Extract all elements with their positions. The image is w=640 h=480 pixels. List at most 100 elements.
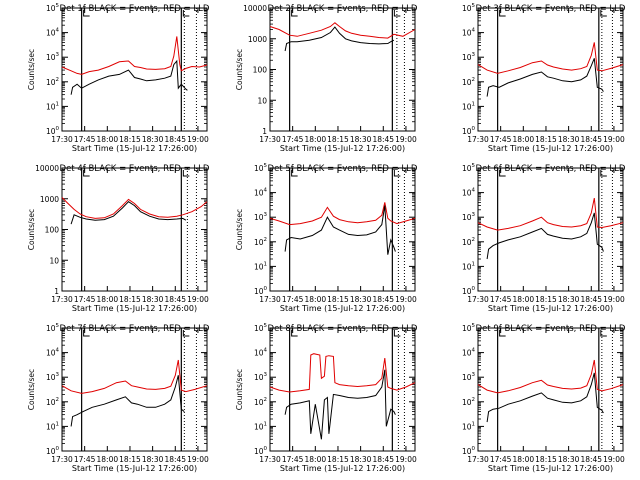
x-tick-label: 17:45 bbox=[74, 455, 96, 464]
x-axis-label: Start Time (15-Jul-12 17:26:00) bbox=[72, 304, 197, 313]
y-tick-label: 101 bbox=[462, 421, 475, 431]
x-tick-label: 18:30 bbox=[142, 455, 164, 464]
x-tick-label: 18:45 bbox=[580, 135, 602, 144]
y-tick-label: 101 bbox=[254, 261, 267, 271]
events-series-line bbox=[486, 372, 604, 423]
x-tick-label: 19:00 bbox=[603, 135, 625, 144]
x-tick-label: 18:15 bbox=[327, 295, 349, 304]
y-tick-label: 105 bbox=[254, 163, 268, 173]
marker-bracket bbox=[291, 10, 298, 17]
x-tick-label: 19:00 bbox=[395, 295, 417, 304]
x-tick-label: 18:30 bbox=[558, 455, 580, 464]
y-tick-label: 1 bbox=[262, 127, 267, 136]
marker-bracket bbox=[182, 330, 190, 337]
y-tick-label: 100 bbox=[253, 66, 268, 75]
x-tick-label: 18:00 bbox=[97, 455, 119, 464]
marker-bracket bbox=[393, 10, 401, 17]
events-series-line bbox=[70, 375, 185, 427]
x-tick-label: 17:30 bbox=[467, 135, 489, 144]
x-tick-label: 17:30 bbox=[259, 135, 281, 144]
marker-bracket bbox=[600, 330, 607, 337]
y-tick-label: 103 bbox=[254, 212, 268, 222]
lld-series-line bbox=[477, 42, 624, 74]
y-tick-label: 100 bbox=[462, 446, 476, 456]
chart-title: Det 2f BLACK = Events, RED = LLD bbox=[268, 4, 418, 14]
y-axis-label: Counts/sec bbox=[27, 369, 36, 410]
y-tick-label: 101 bbox=[462, 101, 475, 111]
plot-frame bbox=[269, 7, 416, 132]
y-tick-label: 103 bbox=[254, 372, 268, 382]
chart-title: Det 7f BLACK = Events, RED = LLD bbox=[60, 324, 210, 334]
x-tick-label: 17:30 bbox=[51, 135, 73, 144]
x-tick-label: 18:15 bbox=[535, 295, 557, 304]
y-tick-label: 105 bbox=[46, 3, 60, 13]
x-tick-label: 18:45 bbox=[372, 455, 394, 464]
x-tick-label: 18:45 bbox=[372, 135, 394, 144]
x-tick-label: 18:15 bbox=[535, 455, 557, 464]
y-axis-label: Counts/sec bbox=[235, 209, 244, 250]
x-tick-label: 18:30 bbox=[350, 295, 372, 304]
events-series-line bbox=[284, 26, 395, 52]
plot-frame bbox=[477, 327, 624, 452]
y-axis-label: Counts/sec bbox=[235, 369, 244, 410]
y-tick-label: 101 bbox=[46, 101, 59, 111]
x-tick-label: 17:45 bbox=[74, 135, 96, 144]
lld-series-line bbox=[269, 22, 416, 39]
marker-bracket bbox=[182, 10, 190, 17]
x-tick-label: 18:15 bbox=[119, 455, 141, 464]
y-tick-label: 10 bbox=[49, 256, 59, 265]
x-axis-label: Start Time (15-Jul-12 17:26:00) bbox=[72, 144, 197, 153]
y-tick-label: 100 bbox=[462, 286, 476, 296]
x-axis-label: Start Time (15-Jul-12 17:26:00) bbox=[488, 464, 613, 473]
chart-panel: Det 2f BLACK = Events, RED = LLD Start Ti… bbox=[235, 4, 418, 153]
events-series-line bbox=[284, 369, 396, 440]
x-tick-label: 19:00 bbox=[187, 455, 209, 464]
marker-bracket bbox=[291, 330, 298, 337]
y-tick-label: 101 bbox=[462, 261, 475, 271]
marker-bracket bbox=[83, 10, 90, 17]
chart-panel: Det 1f BLACK = Events, RED = LLD Start Ti… bbox=[27, 3, 210, 153]
y-tick-label: 102 bbox=[254, 397, 267, 407]
lld-series-line bbox=[269, 353, 416, 393]
x-tick-label: 17:45 bbox=[490, 455, 512, 464]
x-tick-label: 18:45 bbox=[372, 295, 394, 304]
y-tick-label: 1 bbox=[54, 287, 59, 296]
y-tick-label: 104 bbox=[254, 348, 268, 358]
y-tick-label: 105 bbox=[46, 323, 60, 333]
x-tick-label: 18:15 bbox=[327, 135, 349, 144]
lld-series-line bbox=[61, 359, 208, 394]
x-axis-label: Start Time (15-Jul-12 17:26:00) bbox=[280, 304, 405, 313]
marker-bracket bbox=[291, 170, 298, 177]
y-tick-label: 10000 bbox=[243, 4, 267, 13]
x-tick-label: 18:15 bbox=[535, 135, 557, 144]
events-series-line bbox=[486, 212, 604, 260]
y-tick-label: 105 bbox=[462, 323, 476, 333]
events-series-line bbox=[486, 58, 604, 97]
plot-frame bbox=[61, 327, 208, 452]
x-axis-label: Start Time (15-Jul-12 17:26:00) bbox=[280, 464, 405, 473]
x-tick-label: 17:30 bbox=[51, 455, 73, 464]
x-tick-label: 18:00 bbox=[305, 135, 327, 144]
y-tick-label: 100 bbox=[254, 446, 268, 456]
x-axis-label: Start Time (15-Jul-12 17:26:00) bbox=[488, 144, 613, 153]
x-tick-label: 19:00 bbox=[187, 135, 209, 144]
x-tick-label: 18:45 bbox=[580, 455, 602, 464]
lld-series-line bbox=[269, 202, 416, 226]
y-tick-label: 10000 bbox=[35, 164, 59, 173]
y-tick-label: 103 bbox=[462, 212, 476, 222]
x-tick-label: 18:45 bbox=[164, 135, 186, 144]
x-tick-label: 17:45 bbox=[490, 295, 512, 304]
y-tick-label: 105 bbox=[462, 163, 476, 173]
y-tick-label: 102 bbox=[46, 77, 59, 87]
y-tick-label: 103 bbox=[462, 372, 476, 382]
lld-series-line bbox=[61, 197, 208, 219]
x-tick-label: 19:00 bbox=[603, 295, 625, 304]
x-tick-label: 18:00 bbox=[305, 295, 327, 304]
lld-series-line bbox=[61, 36, 208, 75]
y-tick-label: 104 bbox=[462, 28, 476, 38]
chart-title: Det 8f BLACK = Events, RED = LLD bbox=[268, 324, 418, 334]
x-tick-label: 18:45 bbox=[164, 295, 186, 304]
x-tick-label: 17:30 bbox=[467, 455, 489, 464]
x-tick-label: 19:00 bbox=[395, 455, 417, 464]
y-tick-label: 102 bbox=[254, 237, 267, 247]
